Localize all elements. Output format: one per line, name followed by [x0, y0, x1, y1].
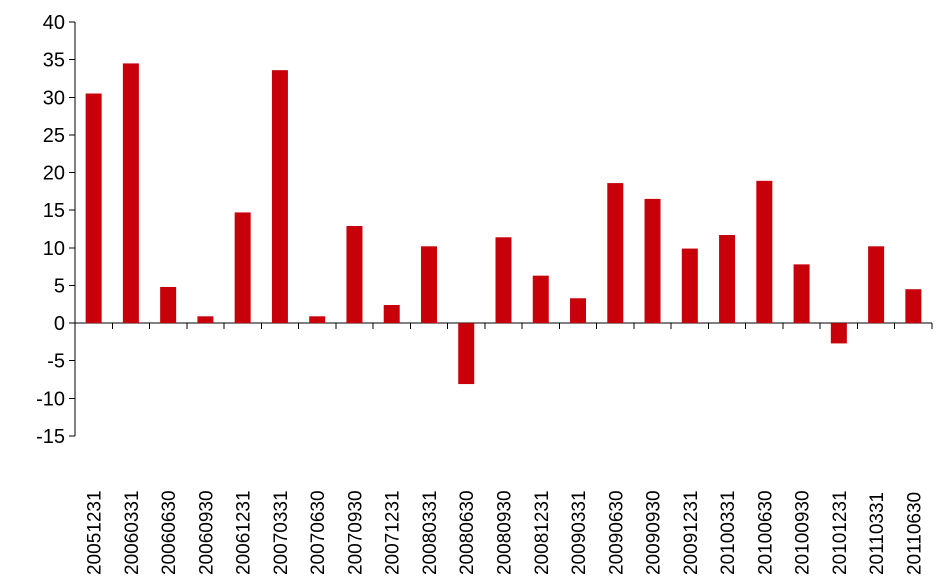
x-tick-label: 20060630: [159, 490, 180, 575]
bar-20060630: [160, 286, 177, 324]
bar-20051231: [85, 93, 102, 324]
bar-20101231: [830, 323, 847, 344]
y-tick-label: -5: [47, 351, 65, 373]
x-tick-label: 20100331: [718, 490, 739, 575]
x-tick-label: 20090331: [569, 490, 590, 575]
x-tick-label: 20090930: [644, 490, 665, 575]
y-tick-label: 35: [43, 50, 65, 72]
x-tick-label: 20080630: [457, 490, 478, 575]
x-tick-label: 20070630: [308, 490, 329, 575]
x-tick-label: 20081231: [532, 490, 553, 575]
bar-20070331: [271, 70, 288, 324]
bar-20070930: [346, 225, 363, 324]
y-tick-label: -15: [36, 426, 65, 448]
y-tick-label: 15: [43, 200, 65, 222]
bar-20070630: [309, 316, 326, 324]
bar-20080930: [495, 237, 512, 324]
x-tick-label: 20061231: [234, 490, 255, 575]
bar-20080630: [458, 323, 475, 385]
y-tick-label: 10: [43, 238, 65, 260]
x-tick-label: 20090630: [606, 490, 627, 575]
bar-20100331: [719, 235, 736, 324]
bar-20100930: [793, 264, 810, 324]
x-tick-label: 20051231: [85, 490, 106, 575]
x-axis: [74, 322, 933, 330]
bar-20080331: [420, 246, 437, 324]
bar-20100630: [756, 180, 773, 324]
y-tick-label: -10: [36, 388, 65, 410]
bar-20090930: [644, 198, 661, 324]
x-tick-label: 20060930: [196, 490, 217, 575]
x-tick-label: 20070930: [345, 490, 366, 575]
bar-20091231: [681, 248, 698, 324]
y-tick-label: 30: [43, 87, 65, 109]
bar-20060930: [197, 316, 214, 324]
bar-20090331: [570, 298, 587, 324]
y-tick-label: 0: [54, 313, 65, 335]
x-tick-label: 20080331: [420, 490, 441, 575]
bar-20090630: [607, 183, 624, 324]
y-tick-label: 5: [54, 275, 65, 297]
x-tick-label: 20110630: [904, 492, 925, 575]
bar-20071231: [383, 305, 400, 324]
bar-20060331: [122, 63, 139, 324]
bars: [85, 63, 922, 385]
y-axis: 40 35 30 25 20 15 10 5 0 -5 -10 -15: [36, 12, 76, 448]
x-tick-label: 20100930: [793, 490, 814, 575]
x-tick-label: 20110331: [867, 492, 888, 575]
x-tick-label: 20070331: [271, 490, 292, 575]
y-tick-label: 25: [43, 125, 65, 147]
bar-20061231: [234, 212, 251, 324]
y-tick-label: 20: [43, 163, 65, 185]
x-tick-label: 20100630: [755, 490, 776, 575]
y-tick-label: 40: [43, 12, 65, 34]
bar-20110331: [868, 246, 885, 324]
x-tick-label: 20080930: [495, 490, 516, 575]
x-tick-label: 20060331: [122, 490, 143, 575]
x-tick-label: 20071231: [383, 490, 404, 575]
bar-20081231: [532, 275, 549, 324]
x-tick-label: 20091231: [681, 490, 702, 575]
bar-20110630: [905, 289, 922, 324]
x-tick-label: 20101231: [830, 490, 851, 575]
x-tick-labels: 20051231 20060331 20060630 20060930 20061231…: [85, 490, 926, 575]
